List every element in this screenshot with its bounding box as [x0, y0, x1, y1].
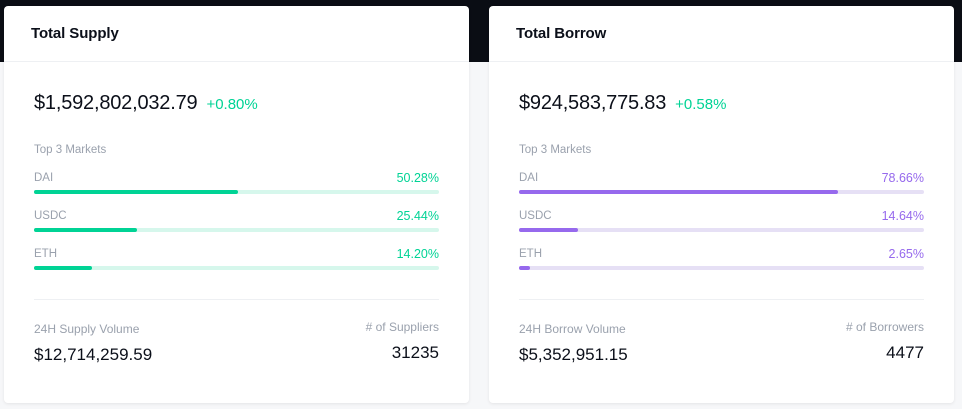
- market-progress-track: [519, 190, 924, 194]
- market-row-eth[interactable]: ETH 14.20%: [34, 246, 439, 270]
- market-progress-track: [34, 228, 439, 232]
- card-body: $924,583,775.83 +0.58% Top 3 Markets DAI…: [489, 92, 954, 365]
- stats-row: 24H Supply Volume $12,714,259.59 # of Su…: [34, 320, 439, 365]
- card-header: Total Supply: [4, 6, 469, 62]
- borrowers-count-stat: # of Borrowers 4477: [846, 320, 924, 365]
- market-name: USDC: [34, 210, 67, 222]
- market-row-dai[interactable]: DAI 78.66%: [519, 170, 924, 194]
- card-header: Total Borrow: [489, 6, 954, 62]
- stat-value: 4477: [886, 343, 924, 362]
- stat-value: 31235: [391, 343, 439, 362]
- market-progress-fill: [34, 190, 238, 194]
- market-name: DAI: [34, 172, 54, 184]
- total-row: $1,592,802,032.79 +0.80%: [34, 92, 439, 118]
- stat-label: 24H Borrow Volume: [519, 322, 626, 336]
- total-supply-change: +0.80%: [206, 96, 258, 113]
- market-row-dai[interactable]: DAI 50.28%: [34, 170, 439, 194]
- market-percent: 14.64%: [881, 209, 924, 223]
- supply-volume-stat: 24H Supply Volume $12,714,259.59: [34, 320, 152, 365]
- top-markets-label: Top 3 Markets: [519, 144, 592, 156]
- total-borrow-value: $924,583,775.83: [519, 92, 667, 114]
- market-progress-track: [519, 228, 924, 232]
- stat-label: 24H Supply Volume: [34, 322, 140, 336]
- total-supply-card: Total Supply $1,592,802,032.79 +0.80% To…: [4, 6, 469, 403]
- market-progress-track: [34, 266, 439, 270]
- market-progress-fill: [519, 266, 530, 270]
- market-percent: 78.66%: [881, 171, 924, 185]
- market-progress-track: [519, 266, 924, 270]
- market-percent: 50.28%: [396, 171, 439, 185]
- market-name: DAI: [519, 172, 539, 184]
- market-percent: 2.65%: [888, 247, 924, 261]
- market-name: ETH: [34, 248, 57, 260]
- total-borrow-card: Total Borrow $924,583,775.83 +0.58% Top …: [489, 6, 954, 403]
- market-row-usdc[interactable]: USDC 25.44%: [34, 208, 439, 232]
- divider: [34, 299, 439, 300]
- market-row-eth[interactable]: ETH 2.65%: [519, 246, 924, 270]
- stats-row: 24H Borrow Volume $5,352,951.15 # of Bor…: [519, 320, 924, 365]
- stat-label: # of Borrowers: [845, 320, 924, 334]
- card-title: Total Supply: [31, 25, 119, 42]
- total-borrow-change: +0.58%: [675, 96, 727, 113]
- market-percent: 25.44%: [396, 209, 439, 223]
- borrow-volume-stat: 24H Borrow Volume $5,352,951.15: [519, 320, 628, 365]
- top-markets-label: Top 3 Markets: [34, 144, 107, 156]
- market-progress-fill: [34, 266, 92, 270]
- market-percent: 14.20%: [396, 247, 439, 261]
- divider: [519, 299, 924, 300]
- market-progress-track: [34, 190, 439, 194]
- total-row: $924,583,775.83 +0.58%: [519, 92, 924, 118]
- card-title: Total Borrow: [516, 25, 607, 42]
- stat-label: # of Suppliers: [365, 320, 439, 334]
- card-body: $1,592,802,032.79 +0.80% Top 3 Markets D…: [4, 92, 469, 365]
- market-row-usdc[interactable]: USDC 14.64%: [519, 208, 924, 232]
- market-name: USDC: [519, 210, 552, 222]
- suppliers-count-stat: # of Suppliers 31235: [366, 320, 439, 365]
- market-progress-fill: [519, 228, 579, 232]
- market-name: ETH: [519, 248, 542, 260]
- total-supply-value: $1,592,802,032.79: [34, 92, 198, 114]
- stat-value: $5,352,951.15: [519, 345, 628, 364]
- market-progress-fill: [519, 190, 838, 194]
- market-progress-fill: [34, 228, 138, 232]
- stat-value: $12,714,259.59: [34, 345, 153, 364]
